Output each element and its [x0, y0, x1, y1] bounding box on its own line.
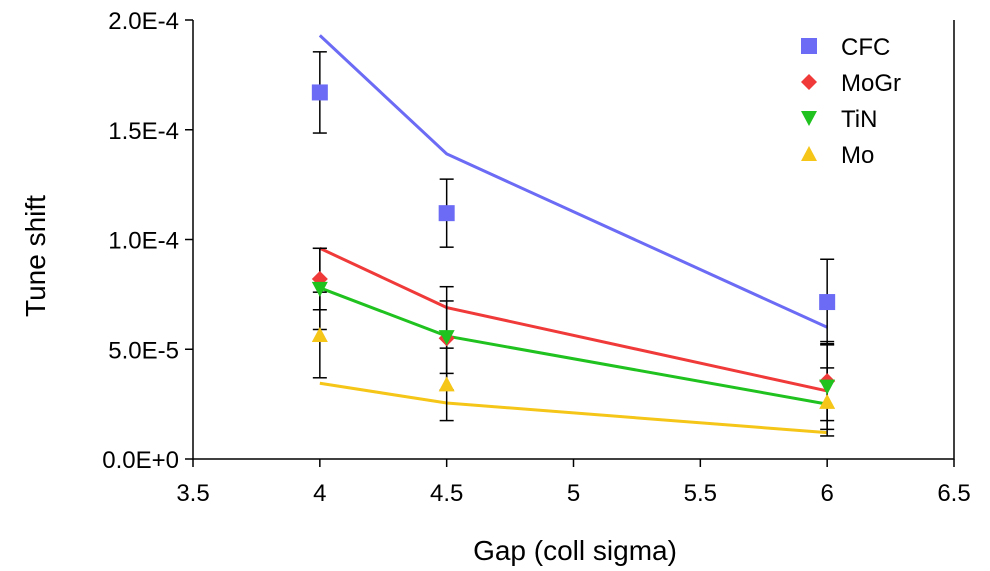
error-bars: [312, 51, 835, 437]
y-tick-label: 2.0E-4: [108, 8, 179, 35]
legend-marker-mo: [801, 146, 817, 161]
plot-frame: [192, 20, 955, 460]
data-point-cfc: [311, 84, 328, 101]
data-markers: [311, 84, 836, 409]
data-point-mo: [819, 393, 836, 409]
x-tick-label: 6: [820, 480, 833, 507]
axes: 3.5 4 4.5 5 5.5 6 6.5 0.0E+0 5.0E-5 1.0E-4 1.5E-4 2…: [102, 8, 970, 507]
data-point-cfc: [438, 205, 455, 222]
model-line-mogr: [319, 246, 828, 393]
x-tick-label: 6.5: [937, 480, 970, 507]
legend-marker-tin: [801, 111, 817, 126]
data-point-tin: [311, 281, 328, 297]
x-tick-label: 4.5: [430, 480, 463, 507]
data-point-mo: [311, 326, 328, 342]
legend-label-cfc: CFC: [841, 34, 890, 61]
model-line-tin: [319, 286, 828, 406]
x-tick-label: 4: [313, 480, 326, 507]
y-tick-label: 5.0E-5: [108, 337, 179, 364]
x-tick-label: 3.5: [176, 480, 209, 507]
legend-label-mo: Mo: [841, 142, 874, 169]
y-tick-label: 0.0E+0: [102, 447, 179, 474]
model-lines: [318, 34, 828, 435]
model-line-cfc: [318, 34, 828, 329]
x-tick-label: 5.5: [684, 480, 717, 507]
y-axis-title: Tune shift: [20, 195, 51, 317]
y-tick-label: 1.5E-4: [108, 118, 179, 145]
data-point-cfc: [819, 294, 836, 311]
x-axis-title: Gap (coll sigma): [473, 535, 677, 566]
legend-marker-mogr: [801, 74, 817, 90]
data-point-mo: [438, 376, 455, 392]
legend-label-tin: TiN: [841, 106, 877, 133]
data-point-tin: [438, 330, 455, 346]
data-point-tin: [819, 379, 836, 395]
legend-label-mogr: MoGr: [841, 70, 901, 97]
legend-marker-cfc: [801, 38, 817, 54]
y-tick-label: 1.0E-4: [108, 228, 179, 255]
x-tick-label: 5: [567, 480, 580, 507]
legend: CFC MoGr TiN Mo: [801, 34, 901, 169]
